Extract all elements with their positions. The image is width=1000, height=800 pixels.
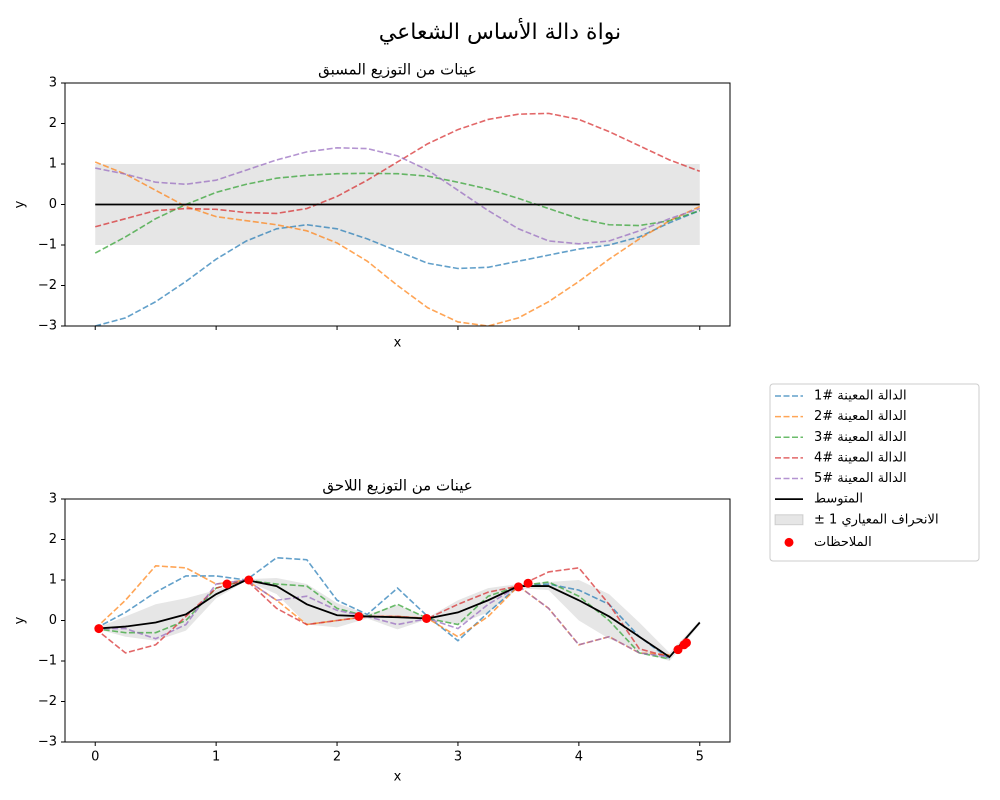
y-axis-label: y [13,200,28,208]
sample-line [95,579,670,658]
legend-swatch [784,537,794,547]
y-tick-label: 2 [49,116,57,131]
x-tick-label: 4 [575,750,583,765]
y-tick-label: 2 [49,532,57,547]
y-tick-label: 1 [49,157,57,172]
legend-swatch [774,514,804,526]
std-band [95,577,700,661]
axes-title: عينات من التوزيع المسبق [318,61,477,79]
y-tick-label: 0 [49,613,57,628]
observation [523,578,533,588]
x-tick-label: 5 [696,750,704,765]
observation [422,613,432,623]
axes-title: عينات من التوزيع اللاحق [322,477,472,495]
plot-layer [94,556,701,661]
observation [222,579,232,589]
x-axis-label: x [394,770,402,785]
y-tick-label: −2 [38,278,57,293]
sample-line [94,161,701,326]
observation [513,582,523,592]
mean-line [95,579,701,659]
y-tick-label: 0 [49,197,57,212]
x-tick-label: 3 [454,750,462,765]
legend-label: الدالة المعينة #4 [814,450,907,465]
legend-label: الدالة المعينة #3 [814,430,907,445]
y-axis-label: y [13,616,28,624]
figure-title: نواة دالة الأساس الشعاعي [379,18,621,45]
sample-line [95,579,670,660]
y-tick-label: −2 [38,694,57,709]
legend-box [769,383,980,562]
legend-label: الدالة المعينة #5 [814,471,907,486]
legend-label: الملاحظات [814,535,872,550]
y-tick-label: −3 [38,319,57,334]
x-axis-label: x [394,336,402,351]
sample-line [95,209,701,326]
y-tick-label: 3 [49,492,57,507]
sample-line [94,556,671,660]
y-tick-label: −1 [38,238,57,253]
y-tick-label: −1 [38,654,57,669]
legend-label: المتوسط [814,492,863,507]
observation [681,638,691,648]
observation [673,645,683,655]
sample-line [95,146,701,245]
y-tick-label: 3 [49,76,57,91]
y-tick-label: 1 [49,573,57,588]
legend-label: الدالة المعينة #2 [814,409,907,424]
y-tick-label: −3 [38,735,57,750]
sample-line [95,112,701,228]
x-tick-label: 1 [212,750,220,765]
x-tick-label: 2 [333,750,341,765]
legend-label: الدالة المعينة #1 [814,389,907,404]
observation [354,611,364,621]
observation [244,575,254,585]
observation [94,624,104,634]
sample-line [94,172,701,254]
legend-label: ± 1 الانحراف المعياري [814,512,939,527]
x-tick-label: 0 [91,750,99,765]
plot-layer [94,112,701,326]
